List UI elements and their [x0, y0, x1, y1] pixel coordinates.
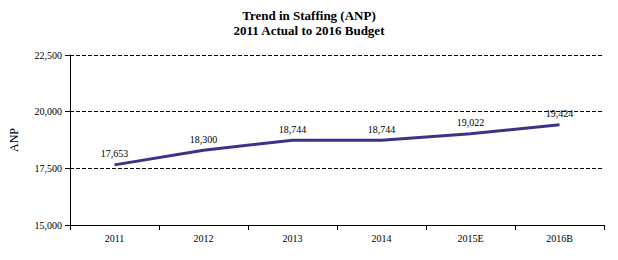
- svg-text:2014: 2014: [372, 233, 392, 244]
- svg-text:18,744: 18,744: [279, 124, 307, 135]
- svg-text:18,744: 18,744: [368, 124, 396, 135]
- svg-text:22,500: 22,500: [35, 50, 63, 61]
- svg-text:Trend in Staffing (ANP): Trend in Staffing (ANP): [242, 8, 376, 23]
- svg-text:17,653: 17,653: [101, 148, 129, 159]
- svg-text:2015E: 2015E: [457, 233, 483, 244]
- svg-text:2013: 2013: [283, 233, 303, 244]
- svg-text:20,000: 20,000: [35, 106, 63, 117]
- svg-text:19,424: 19,424: [546, 108, 574, 119]
- svg-text:ANP: ANP: [7, 128, 21, 152]
- svg-text:2011: 2011: [105, 233, 125, 244]
- svg-text:15,000: 15,000: [35, 220, 63, 231]
- svg-text:2016B: 2016B: [546, 233, 573, 244]
- svg-text:2011 Actual to 2016 Budget: 2011 Actual to 2016 Budget: [234, 23, 386, 38]
- svg-text:19,022: 19,022: [457, 117, 485, 128]
- svg-text:2012: 2012: [194, 233, 214, 244]
- svg-text:17,500: 17,500: [35, 163, 63, 174]
- svg-text:18,300: 18,300: [190, 134, 218, 145]
